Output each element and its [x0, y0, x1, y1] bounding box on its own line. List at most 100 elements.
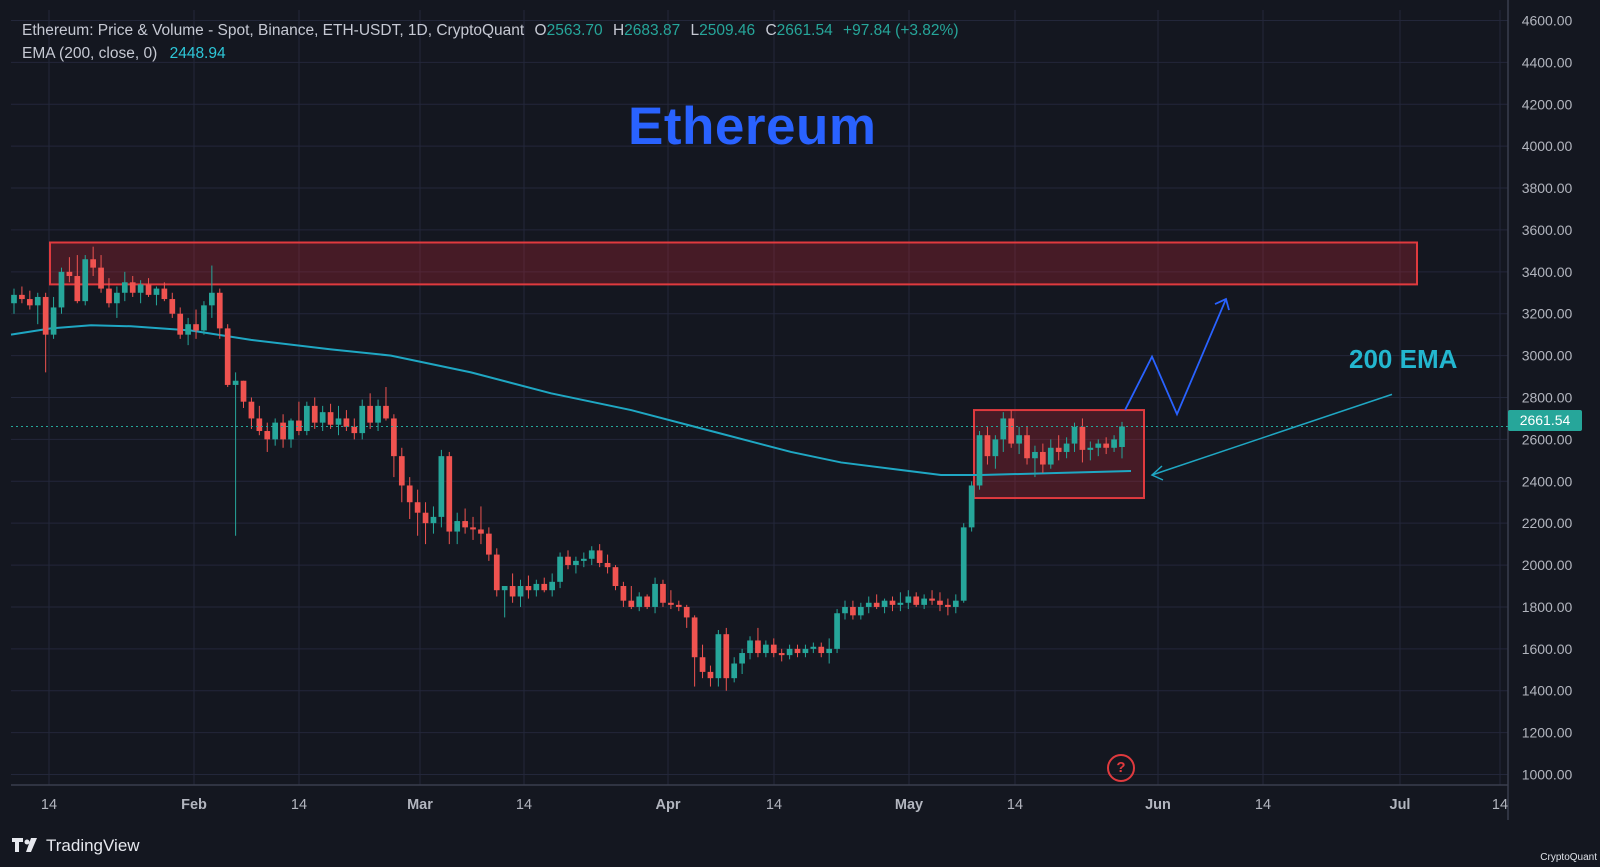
time-axis[interactable]: 14 Feb 14 Mar 14 Apr 14 May 14 Jun 14 Jul 14	[41, 797, 1508, 813]
candle-body	[660, 583, 666, 603]
candle-body	[723, 634, 730, 679]
candle-body	[106, 288, 112, 304]
candle-body	[557, 556, 563, 582]
candle-body	[834, 613, 840, 649]
candle-body	[280, 422, 286, 440]
candle-body	[707, 671, 714, 679]
candle-body	[430, 516, 437, 524]
candle-body	[478, 529, 484, 534]
candle-body	[1047, 447, 1054, 465]
candle-body	[842, 606, 848, 614]
x-tick-label: 14	[766, 797, 782, 813]
y-tick-label: 2800.00	[1522, 390, 1573, 406]
candle-body	[929, 598, 935, 601]
candle-body	[937, 600, 943, 605]
candle-body	[114, 292, 120, 304]
open-value: 2563.70	[546, 22, 603, 39]
x-tick-label: Feb	[181, 797, 207, 813]
ema-legend[interactable]: EMA (200, close, 0) 2448.94	[22, 45, 226, 63]
candle-body	[462, 521, 468, 528]
ema-legend-label: EMA (200, close, 0)	[22, 45, 158, 62]
candle-body	[802, 648, 809, 654]
chart-title: Ethereum	[628, 97, 877, 156]
candle-body	[565, 556, 571, 566]
tradingview-logo[interactable]: TradingView	[12, 836, 140, 856]
candle-body	[636, 596, 643, 607]
candle-body	[177, 313, 184, 335]
candle-body	[1087, 447, 1094, 450]
candle-body	[486, 533, 492, 555]
candle-body	[264, 431, 271, 440]
ema-pointer-arrowhead	[1150, 465, 1164, 481]
candle-body	[185, 324, 191, 335]
candle-body	[66, 271, 73, 277]
y-tick-label: 2200.00	[1522, 515, 1573, 531]
candle-body	[470, 527, 476, 530]
y-tick-label: 1000.00	[1522, 767, 1573, 783]
y-tick-label: 2000.00	[1522, 557, 1573, 573]
candle-body	[272, 422, 279, 440]
candle-body	[1095, 443, 1102, 448]
candle-body	[865, 602, 872, 607]
drawing-overlay	[11, 297, 1508, 481]
price-axis[interactable]: 4600.00 4400.00 4200.00 4000.00 3800.00 3600.…	[1522, 12, 1573, 782]
candle-body	[351, 426, 358, 434]
x-tick-label: Jul	[1390, 797, 1411, 813]
projection-arrowhead	[1214, 297, 1230, 311]
candle-body	[224, 328, 231, 385]
ema-200-line	[10, 324, 1132, 476]
candle-body	[145, 284, 152, 295]
y-tick-label: 3600.00	[1522, 222, 1573, 238]
candle-body	[628, 600, 635, 607]
y-tick-label: 4400.00	[1522, 54, 1573, 70]
candle-body	[731, 663, 738, 679]
annotation-zones	[49, 241, 1418, 500]
candle-body	[34, 296, 41, 306]
candle-body	[770, 644, 777, 654]
candle-body	[58, 271, 65, 308]
candle-body	[256, 418, 263, 432]
candle-body	[588, 550, 595, 559]
candle-body	[1055, 447, 1062, 452]
candle-body	[604, 562, 611, 568]
candle-body	[391, 418, 397, 457]
candle-body	[216, 292, 223, 329]
high-label: H	[612, 22, 625, 39]
cryptoquant-watermark: CryptoQuant	[1540, 852, 1597, 863]
candle-body	[1079, 426, 1086, 450]
candle-body	[921, 598, 927, 605]
candle-body	[668, 602, 674, 605]
candle-body	[367, 405, 373, 423]
candle-body	[406, 485, 413, 503]
x-tick-label: May	[895, 797, 923, 813]
current-price-tag: 2661.54	[1508, 410, 1582, 431]
candle-body	[596, 550, 603, 563]
y-tick-label: 1600.00	[1522, 641, 1573, 657]
candle-body	[137, 284, 144, 293]
candle-body	[683, 606, 690, 618]
candle-body	[952, 600, 959, 607]
symbol-legend: Ethereum: Price & Volume - Spot, Binance…	[22, 22, 959, 40]
candle-body	[580, 558, 587, 561]
candle-body	[493, 554, 500, 591]
candle-body	[74, 276, 81, 302]
ema-annotation-label: 200 EMA	[1349, 344, 1458, 374]
candle-body	[675, 604, 682, 607]
candle-body	[509, 586, 516, 597]
candle-body	[850, 606, 856, 616]
candle-body	[383, 405, 389, 419]
candle-body	[541, 583, 548, 591]
help-icon[interactable]: ?	[1107, 754, 1135, 782]
candle-body	[857, 606, 864, 616]
candle-body	[881, 600, 888, 607]
candle-body	[794, 648, 801, 654]
candle-body	[121, 282, 128, 293]
candle-body	[763, 644, 769, 654]
candle-body	[747, 640, 753, 654]
candle-body	[786, 648, 793, 656]
candle-body	[889, 600, 896, 605]
candle-body	[169, 299, 176, 314]
x-tick-label: 14	[516, 797, 532, 813]
x-tick-label: 14	[1255, 797, 1271, 813]
